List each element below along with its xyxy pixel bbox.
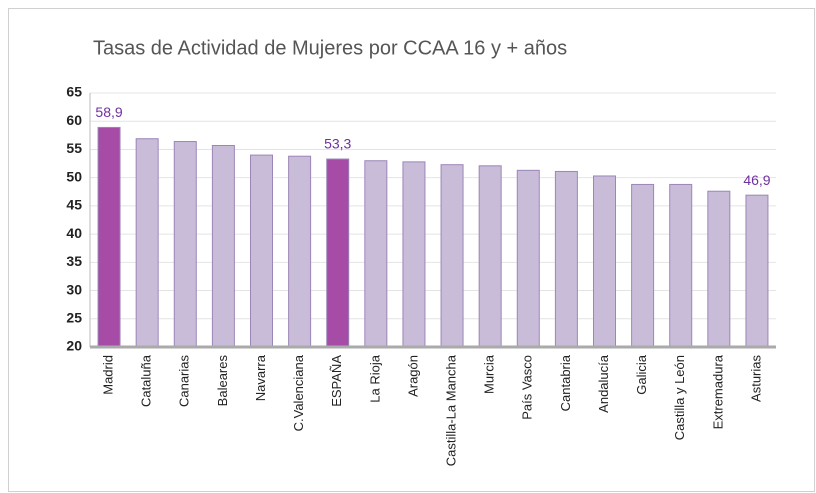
bar (288, 155, 312, 348)
bar (516, 169, 540, 348)
bar (135, 138, 159, 348)
bar (364, 160, 388, 348)
x-tick-label: Murcia (482, 354, 497, 394)
value-label: 46,9 (743, 172, 770, 188)
bar (326, 158, 350, 348)
bar (707, 190, 731, 348)
x-tick-label: Navarra (253, 354, 268, 401)
y-tick-label: 60 (66, 112, 82, 128)
x-tick-label: Extremadura (710, 354, 725, 429)
y-tick-label: 45 (66, 197, 82, 213)
value-label: 53,3 (324, 136, 351, 152)
y-tick-label: 40 (66, 225, 82, 241)
x-tick-label: Galicia (634, 354, 649, 395)
chart-title: Tasas de Actividad de Mujeres por CCAA 1… (93, 37, 567, 59)
y-tick-label: 30 (66, 281, 82, 297)
y-tick-label: 65 (66, 84, 82, 100)
bar (478, 165, 502, 348)
bar (631, 183, 655, 348)
y-tick-label: 35 (66, 253, 82, 269)
y-tick-label: 55 (66, 140, 82, 156)
bar (440, 164, 464, 348)
bar (173, 141, 197, 348)
x-tick-label: C.Valenciana (291, 354, 306, 431)
x-tick-label: Andalucía (596, 354, 611, 413)
bar (593, 175, 616, 348)
x-tick-label: Aragón (405, 355, 420, 397)
x-tick-label: Baleares (215, 355, 230, 407)
bar (402, 161, 426, 348)
x-tick-label: Madrid (100, 355, 115, 395)
x-tick-label: Asturias (748, 355, 763, 402)
bar (554, 170, 578, 348)
x-tick-label: La Rioja (367, 354, 382, 402)
title-box (86, 30, 656, 66)
x-tick-label: ESPAÑA (329, 355, 344, 407)
bar (250, 154, 273, 348)
x-tick-label: País Vasco (520, 355, 535, 420)
y-tick-label: 50 (66, 168, 82, 184)
value-label: 58,9 (95, 104, 122, 120)
y-tick-label: 20 (66, 338, 82, 354)
x-tick-label: Cantabria (558, 354, 573, 411)
y-tick-label: 25 (66, 309, 82, 325)
bar (669, 183, 693, 348)
bar (97, 126, 121, 348)
x-tick-label: Castilla-La Mancha (443, 354, 458, 466)
x-tick-label: Castilla y León (672, 355, 687, 440)
bar (211, 144, 235, 348)
x-tick-label: Canarias (177, 355, 192, 408)
x-tick-label: Cataluña (139, 354, 154, 407)
bar (745, 194, 769, 348)
